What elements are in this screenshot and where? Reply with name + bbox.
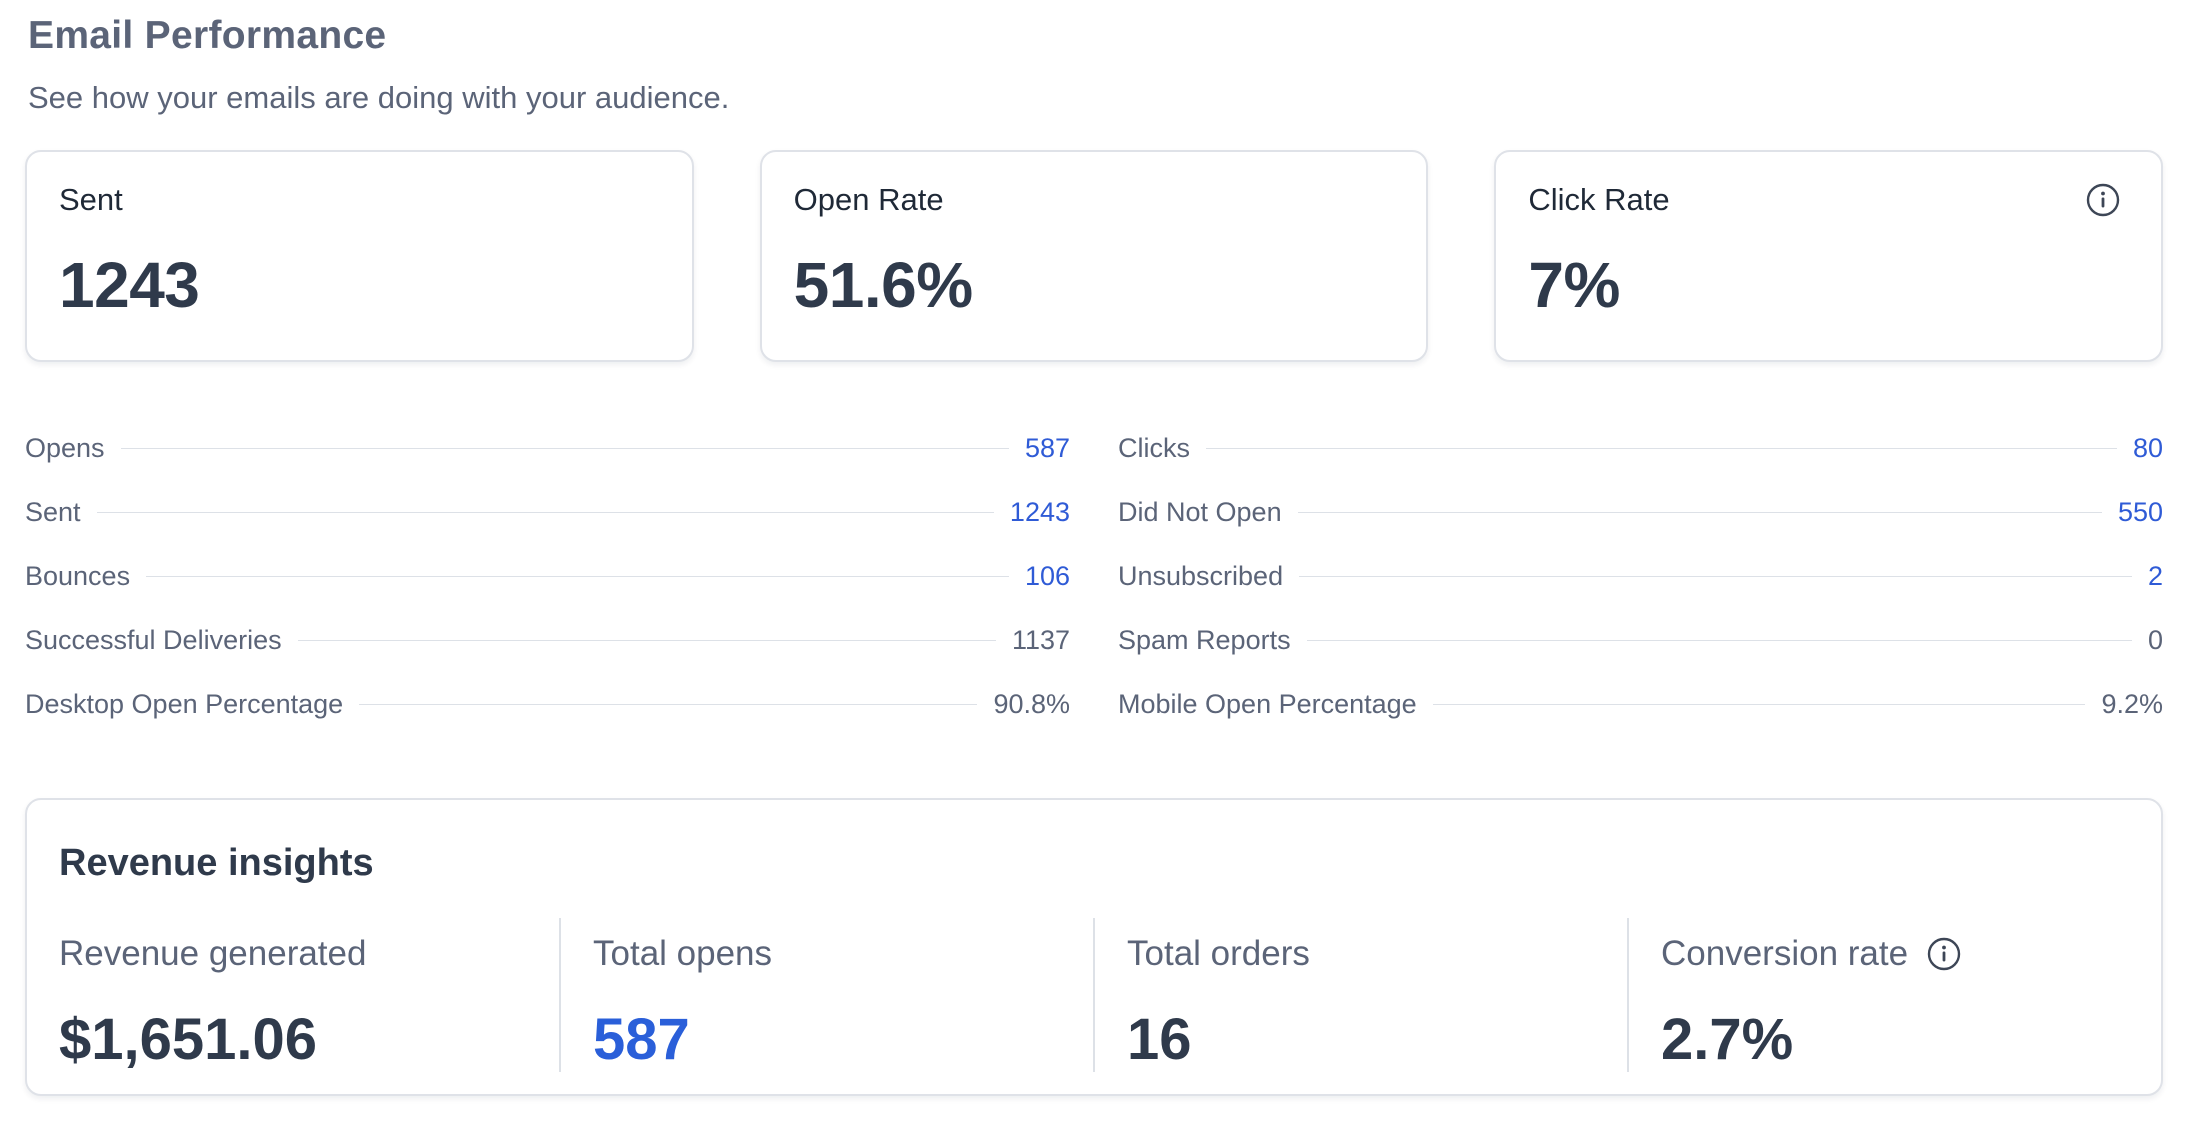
page-subtitle: See how your emails are doing with your … bbox=[28, 80, 730, 115]
card-label: Sent bbox=[59, 182, 123, 217]
summary-cards: Sent 1243 Open Rate 51.6% Click Rate 7% bbox=[25, 150, 2164, 362]
card-value: 7% bbox=[1528, 249, 1620, 321]
card-value: 1243 bbox=[59, 249, 200, 321]
stat-value: 0 bbox=[2147, 624, 2163, 655]
stat-label: Bounces bbox=[25, 560, 131, 591]
stat-row-bounces: Bounces 106 bbox=[25, 544, 1070, 608]
stat-leader-line bbox=[1297, 511, 2102, 513]
stat-leader-line bbox=[1206, 447, 2117, 449]
revenue-metrics: Revenue generated $1,651.06 Total opens … bbox=[27, 918, 2161, 1072]
metric-revenue-generated: Revenue generated $1,651.06 bbox=[27, 918, 559, 1072]
card-label: Open Rate bbox=[793, 182, 944, 217]
stat-row-sent: Sent 1243 bbox=[25, 480, 1070, 544]
stat-row-unsubscribed: Unsubscribed 2 bbox=[1118, 544, 2163, 608]
metric-label: Conversion rate bbox=[1661, 932, 2161, 976]
stat-row-mobile-open-percentage: Mobile Open Percentage 9.2% bbox=[1118, 672, 2163, 736]
revenue-insights-title: Revenue insights bbox=[59, 842, 374, 884]
metric-total-orders: Total orders 16 bbox=[1093, 918, 1627, 1072]
metric-value: 2.7% bbox=[1661, 1007, 1794, 1072]
stat-value[interactable]: 550 bbox=[2117, 496, 2163, 527]
revenue-insights-panel: Revenue insights Revenue generated $1,65… bbox=[25, 798, 2163, 1096]
stat-value: 9.2% bbox=[2101, 688, 2163, 719]
stat-value[interactable]: 2 bbox=[2147, 560, 2163, 591]
stat-leader-line bbox=[96, 511, 994, 513]
info-icon[interactable] bbox=[2085, 182, 2121, 218]
page-title: Email Performance bbox=[28, 14, 387, 57]
stat-label: Opens bbox=[25, 432, 105, 463]
stat-leader-line bbox=[297, 639, 996, 641]
stat-leader-line bbox=[1432, 703, 2086, 705]
stat-value[interactable]: 1243 bbox=[1009, 496, 1070, 527]
metric-value: 16 bbox=[1127, 1007, 1192, 1072]
stat-row-successful-deliveries: Successful Deliveries 1137 bbox=[25, 608, 1070, 672]
stat-row-clicks: Clicks 80 bbox=[1118, 416, 2163, 480]
stat-label: Mobile Open Percentage bbox=[1118, 688, 1417, 719]
stat-label: Unsubscribed bbox=[1118, 560, 1284, 591]
metric-label: Total orders bbox=[1127, 934, 1310, 973]
stat-leader-line bbox=[120, 447, 1009, 449]
card-value: 51.6% bbox=[793, 249, 973, 321]
card-sent: Sent 1243 bbox=[25, 150, 694, 362]
metric-value[interactable]: 587 bbox=[593, 1007, 690, 1072]
stat-label: Did Not Open bbox=[1118, 496, 1282, 527]
stat-leader-line bbox=[1299, 575, 2132, 577]
stats-breakdown: Opens 587 Sent 1243 Bounces 106 Successf… bbox=[25, 416, 2163, 736]
metric-conversion-rate: Conversion rate 2.7% bbox=[1627, 918, 2161, 1072]
stat-label: Clicks bbox=[1118, 432, 1190, 463]
stats-column-left: Opens 587 Sent 1243 Bounces 106 Successf… bbox=[25, 416, 1070, 736]
metric-total-opens: Total opens 587 bbox=[559, 918, 1093, 1072]
metric-label: Total opens bbox=[593, 934, 773, 973]
info-icon[interactable] bbox=[1926, 936, 1962, 972]
stat-label: Desktop Open Percentage bbox=[25, 688, 344, 719]
stat-value[interactable]: 80 bbox=[2132, 432, 2163, 463]
stat-label: Spam Reports bbox=[1118, 624, 1291, 655]
stat-label: Successful Deliveries bbox=[25, 624, 282, 655]
stat-row-did-not-open: Did Not Open 550 bbox=[1118, 480, 2163, 544]
stat-value: 1137 bbox=[1011, 624, 1070, 655]
stat-value[interactable]: 106 bbox=[1024, 560, 1070, 591]
stat-row-spam-reports: Spam Reports 0 bbox=[1118, 608, 2163, 672]
stat-label: Sent bbox=[25, 496, 81, 527]
card-open-rate: Open Rate 51.6% bbox=[759, 150, 1429, 362]
stat-leader-line bbox=[146, 575, 1009, 577]
page-header: Email Performance See how your emails ar… bbox=[28, 14, 729, 116]
stat-leader-line bbox=[1306, 639, 2132, 641]
stats-column-right: Clicks 80 Did Not Open 550 Unsubscribed … bbox=[1118, 416, 2163, 736]
metric-value: $1,651.06 bbox=[59, 1007, 318, 1072]
stat-row-desktop-open-percentage: Desktop Open Percentage 90.8% bbox=[25, 672, 1070, 736]
card-click-rate: Click Rate 7% bbox=[1494, 150, 2164, 362]
stat-leader-line bbox=[359, 703, 978, 705]
stat-value: 90.8% bbox=[993, 688, 1070, 719]
stat-value[interactable]: 587 bbox=[1024, 432, 1070, 463]
stat-row-opens: Opens 587 bbox=[25, 416, 1070, 480]
metric-label: Revenue generated bbox=[59, 934, 367, 973]
card-label: Click Rate bbox=[1528, 182, 1670, 217]
